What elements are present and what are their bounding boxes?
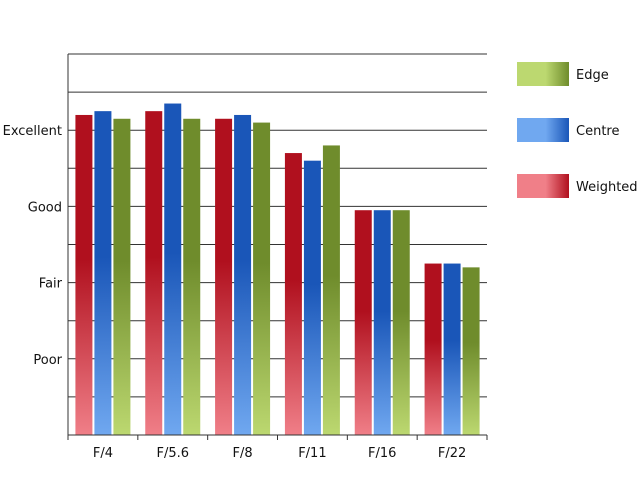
legend-swatch-centre [517, 118, 569, 142]
bar-edge-0 [113, 118, 131, 436]
bar-centre-4 [373, 210, 391, 435]
bar-weighted-5 [424, 263, 442, 435]
bar-weighted-4 [354, 210, 372, 435]
legend-swatch-weighted [517, 174, 569, 198]
bar-group [75, 103, 480, 436]
y-tick-label: Good [28, 200, 62, 215]
bar-centre-5 [443, 263, 461, 435]
bar-weighted-3 [284, 153, 302, 435]
legend-label-weighted: Weighted [576, 180, 638, 195]
bar-edge-4 [392, 210, 410, 435]
bar-weighted-0 [75, 114, 93, 436]
grid-lines [68, 53, 487, 398]
bar-edge-5 [462, 267, 480, 435]
x-tick-label: F/16 [368, 446, 396, 461]
x-tick-label: F/4 [93, 446, 113, 461]
legend-swatch-edge [517, 62, 569, 86]
bar-edge-1 [183, 118, 201, 436]
bar-edge-2 [253, 122, 271, 435]
x-tick-label: F/5.6 [156, 446, 189, 461]
x-tick-label: F/22 [438, 446, 466, 461]
y-tick-label: Fair [39, 277, 63, 292]
y-tick-label: Excellent [3, 124, 62, 139]
bar-weighted-1 [145, 111, 163, 436]
bar-centre-2 [234, 114, 252, 436]
bar-centre-1 [164, 103, 182, 435]
legend-label-centre: Centre [576, 124, 619, 139]
bar-weighted-2 [215, 118, 233, 436]
bar-centre-0 [94, 111, 112, 436]
y-tick-labels: Poor Fair Good Excellent [3, 124, 63, 368]
y-tick-label: Poor [33, 353, 62, 368]
legend: Edge Centre Weighted [517, 62, 638, 198]
legend-label-edge: Edge [576, 68, 609, 83]
x-tick-label: F/11 [298, 446, 326, 461]
x-tick-labels: F/4 F/5.6 F/8 F/11 F/16 F/22 [67, 435, 488, 461]
bar-centre-3 [303, 160, 321, 435]
x-tick-label: F/8 [233, 446, 253, 461]
bar-edge-3 [322, 145, 340, 435]
